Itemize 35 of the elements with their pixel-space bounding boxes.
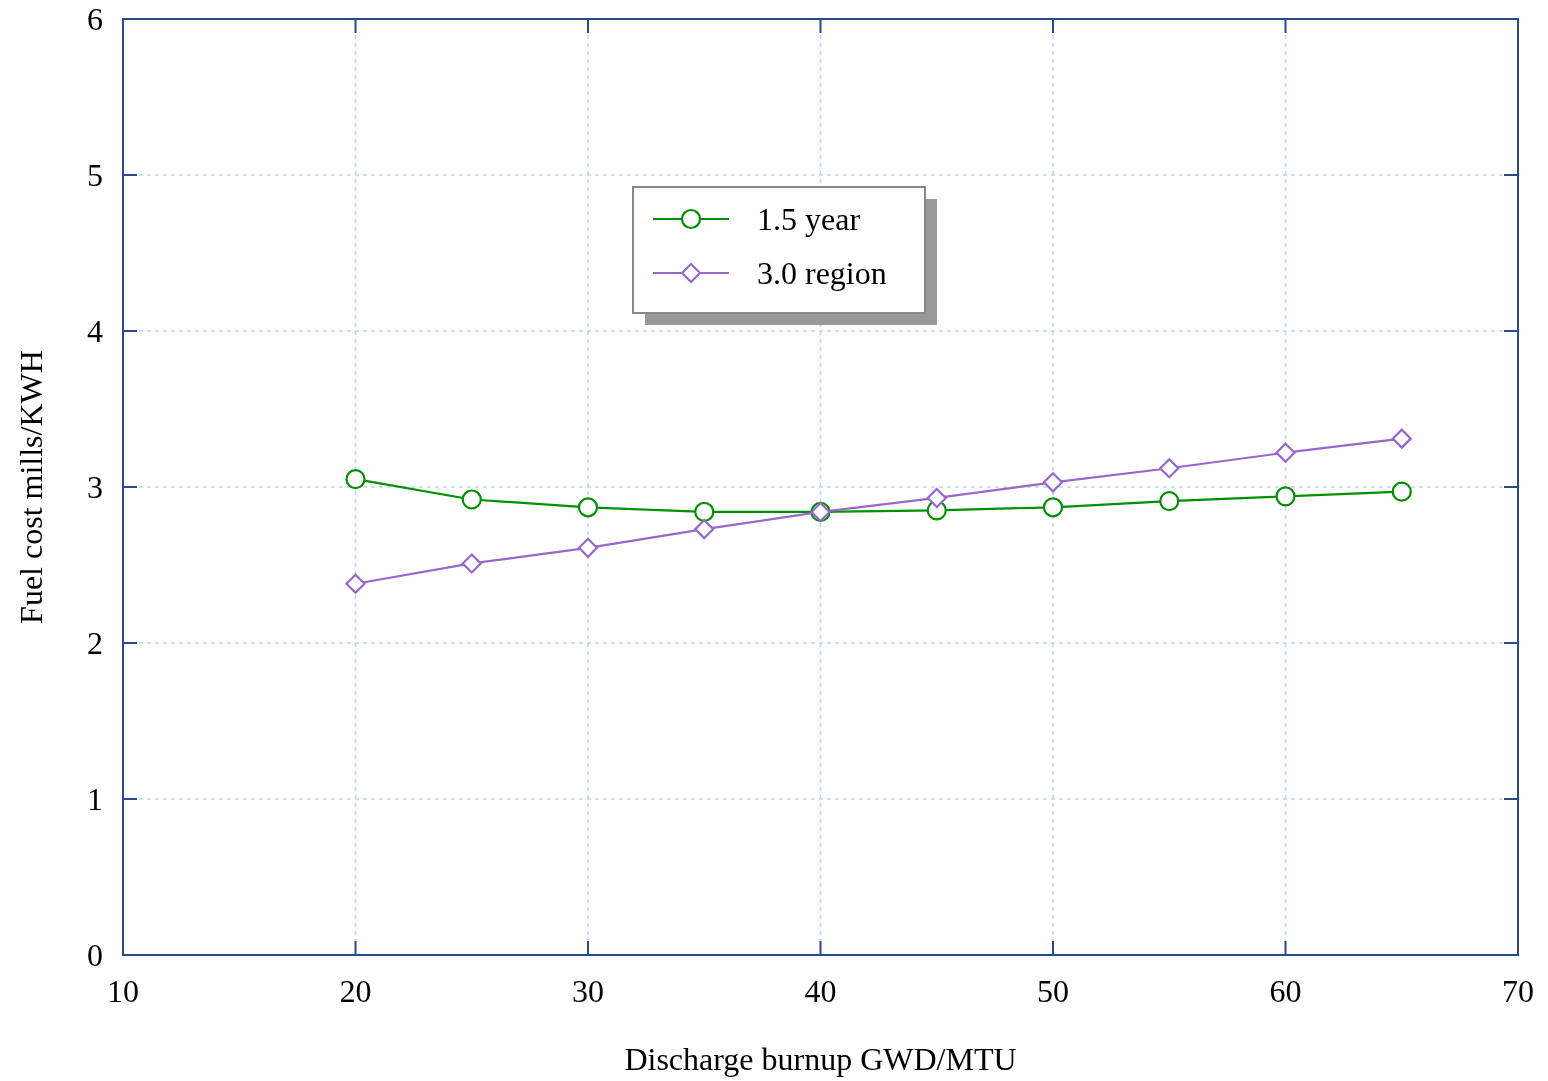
point bbox=[1042, 497, 1064, 518]
point bbox=[1275, 486, 1296, 507]
x-tick-label: 10 bbox=[107, 973, 139, 1009]
point bbox=[1391, 481, 1412, 502]
point bbox=[1042, 472, 1064, 493]
point bbox=[694, 501, 715, 523]
point bbox=[1391, 428, 1412, 449]
point bbox=[461, 489, 482, 510]
point bbox=[926, 487, 947, 509]
x-tick-label: 20 bbox=[339, 973, 372, 1009]
y-axis-title: Fuel cost mills/KWH bbox=[13, 350, 49, 624]
point bbox=[345, 573, 366, 594]
point bbox=[694, 519, 715, 540]
y-tick-label: 5 bbox=[87, 157, 103, 194]
point bbox=[577, 497, 599, 518]
point bbox=[461, 553, 482, 574]
point bbox=[1275, 442, 1296, 463]
y-tick-label: 6 bbox=[87, 1, 103, 38]
legend-label: 1.5 year bbox=[757, 201, 861, 238]
x-axis-title: Discharge burnup GWD/MTU bbox=[624, 1041, 1017, 1077]
y-tick-label: 0 bbox=[87, 937, 103, 974]
x-tick-label: 50 bbox=[1037, 973, 1069, 1009]
y-tick-label: 2 bbox=[87, 625, 103, 662]
point bbox=[1159, 458, 1180, 479]
point bbox=[345, 469, 366, 490]
y-tick-label: 3 bbox=[87, 469, 103, 506]
point bbox=[577, 537, 599, 558]
point bbox=[1159, 490, 1180, 512]
y-tick-label: 4 bbox=[87, 313, 103, 350]
x-tick-label: 70 bbox=[1502, 973, 1534, 1009]
legend-label: 3.0 region bbox=[757, 255, 887, 292]
y-tick-label: 1 bbox=[87, 781, 103, 818]
x-tick-label: 30 bbox=[572, 973, 604, 1009]
x-tick-label: 60 bbox=[1269, 973, 1302, 1009]
x-tick-label: 40 bbox=[804, 973, 837, 1009]
